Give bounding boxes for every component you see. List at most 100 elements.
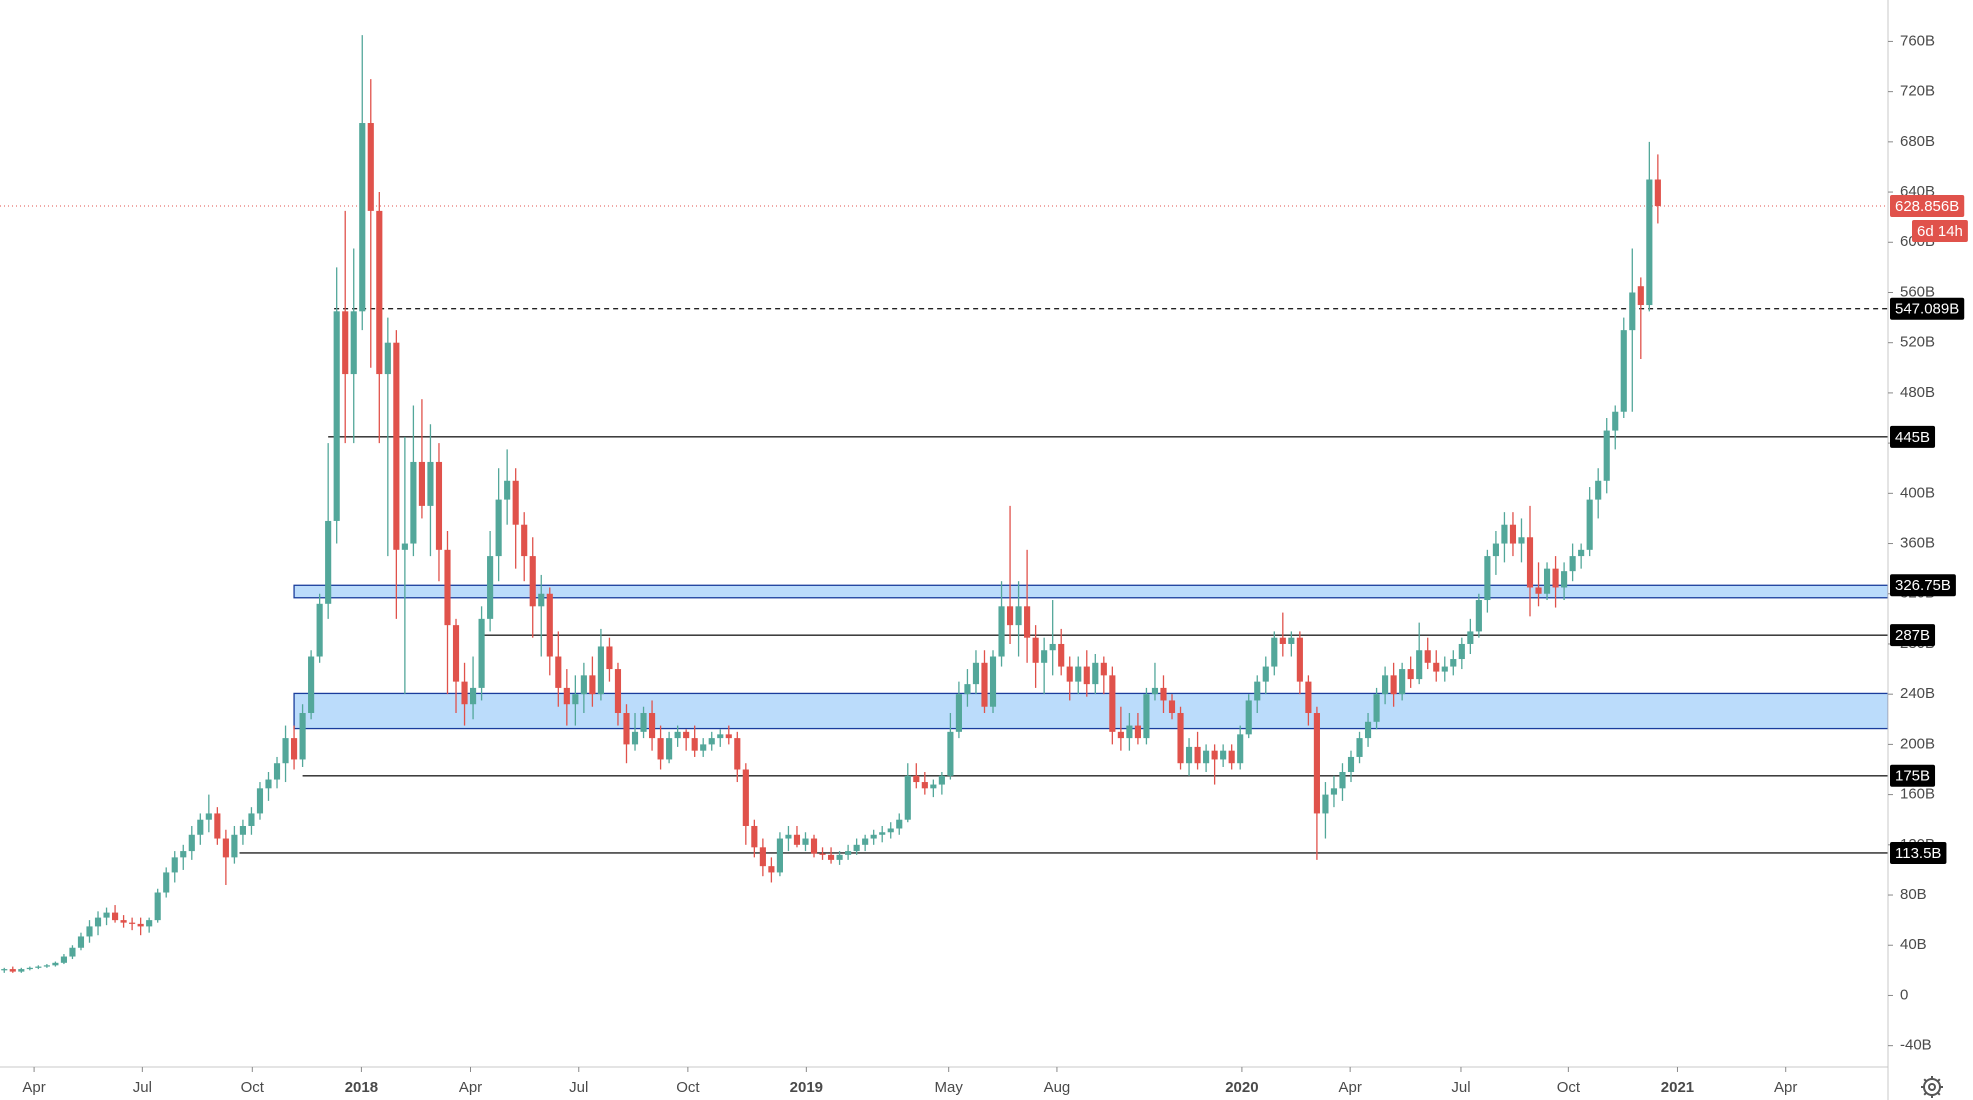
x-tick-label: Apr <box>1338 1079 1361 1096</box>
candle-body <box>998 606 1005 657</box>
level-label: 287B <box>1890 624 1936 647</box>
candle-body <box>180 851 187 858</box>
candle-body <box>1629 292 1636 331</box>
candle-body <box>1322 794 1329 814</box>
level-label: 547.089B <box>1890 297 1965 320</box>
candle-body <box>77 936 85 948</box>
candle-body <box>1475 600 1482 632</box>
candle-body <box>546 593 553 657</box>
candle-body <box>239 825 246 835</box>
candle-body <box>1484 556 1491 601</box>
candle-body <box>1313 713 1320 814</box>
x-tick-label: May <box>935 1079 964 1096</box>
y-tick-label: 760B <box>1900 32 1935 49</box>
candle-body <box>606 646 613 670</box>
gear-center[interactable] <box>1928 1083 1936 1091</box>
candle-body <box>120 920 127 923</box>
candle-body <box>18 969 25 972</box>
candle-body <box>214 813 221 839</box>
candle-body <box>1262 666 1269 682</box>
candle-body <box>1603 430 1610 481</box>
candle-body <box>342 311 349 375</box>
last-price-label-box <box>1890 195 1965 218</box>
settings-icon[interactable] <box>1921 1076 1943 1098</box>
level-label-box <box>1890 425 1936 448</box>
x-tick-label: Apr <box>22 1079 45 1096</box>
x-tick-label: Oct <box>241 1079 265 1096</box>
y-tick-label: 0 <box>1900 986 1908 1003</box>
candle-body <box>1015 606 1022 626</box>
y-tick-label: 160B <box>1900 786 1935 803</box>
candle-body <box>1416 650 1423 680</box>
candle-body <box>1288 637 1295 644</box>
candle-body <box>256 788 264 814</box>
candle-body <box>1518 537 1525 544</box>
candle-body <box>1552 568 1559 588</box>
candle-body <box>972 662 980 685</box>
x-tick-label: 2021 <box>1661 1079 1694 1096</box>
candle-body <box>316 603 323 657</box>
candle-body <box>1049 643 1056 651</box>
candle-body <box>1083 666 1090 685</box>
candle-body <box>563 687 570 705</box>
candle-body <box>60 956 67 963</box>
candle-body <box>640 713 647 732</box>
candle-body <box>538 593 545 607</box>
candle-body <box>819 853 826 855</box>
candle-body <box>1595 480 1602 500</box>
candle-body <box>1356 738 1363 757</box>
zone-label-box <box>1890 574 1956 597</box>
candle-body <box>504 480 511 500</box>
zone-label: 326.75B <box>1890 574 1956 597</box>
candle-body <box>350 311 357 375</box>
candle-body <box>35 966 42 968</box>
level-label-box <box>1890 297 1965 320</box>
zone-label-text: 326.75B <box>1895 577 1951 594</box>
candle-body <box>751 825 758 848</box>
candle-body <box>1646 179 1653 306</box>
level-label-box <box>1890 624 1936 647</box>
candle-body <box>1211 750 1218 760</box>
candle-body <box>26 967 33 970</box>
candle-body <box>418 461 425 506</box>
y-tick-label: 200B <box>1900 735 1935 752</box>
support-zone <box>293 692 1889 730</box>
candle-body <box>1399 669 1406 695</box>
candle-body <box>1220 750 1227 760</box>
candle-body <box>717 734 724 739</box>
candle-body <box>376 210 383 375</box>
candle-body <box>1143 694 1150 739</box>
candle-body <box>103 912 110 918</box>
candle-body <box>521 524 528 557</box>
candle-body <box>1637 286 1644 306</box>
candle-body <box>9 969 16 972</box>
candle-body <box>853 844 860 852</box>
candle-body <box>52 962 59 966</box>
candle-body <box>691 738 698 751</box>
candle-body <box>384 342 391 375</box>
candle-body <box>1134 725 1141 739</box>
candle-body <box>989 656 997 707</box>
candle-body <box>222 838 229 858</box>
candle-body <box>862 838 869 845</box>
gear-teeth[interactable] <box>1921 1076 1943 1098</box>
candle-body <box>1296 637 1303 682</box>
candle-body <box>1245 700 1252 735</box>
candle-body <box>1 969 8 971</box>
level-label-text: 175B <box>1895 768 1930 785</box>
last-price-label-text: 628.856B <box>1895 198 1959 215</box>
candle-body <box>171 857 178 873</box>
y-tick-label: 520B <box>1900 334 1935 351</box>
candle-body <box>674 731 681 739</box>
candle-body <box>478 618 485 688</box>
candle-body <box>913 775 920 783</box>
candle-body <box>1407 669 1414 680</box>
candle-body <box>86 926 93 937</box>
x-tick-label: Apr <box>459 1079 482 1096</box>
countdown-label-box <box>1912 220 1968 243</box>
candle-body <box>512 480 519 525</box>
candle-body <box>1177 713 1184 764</box>
candle-body <box>265 779 272 789</box>
